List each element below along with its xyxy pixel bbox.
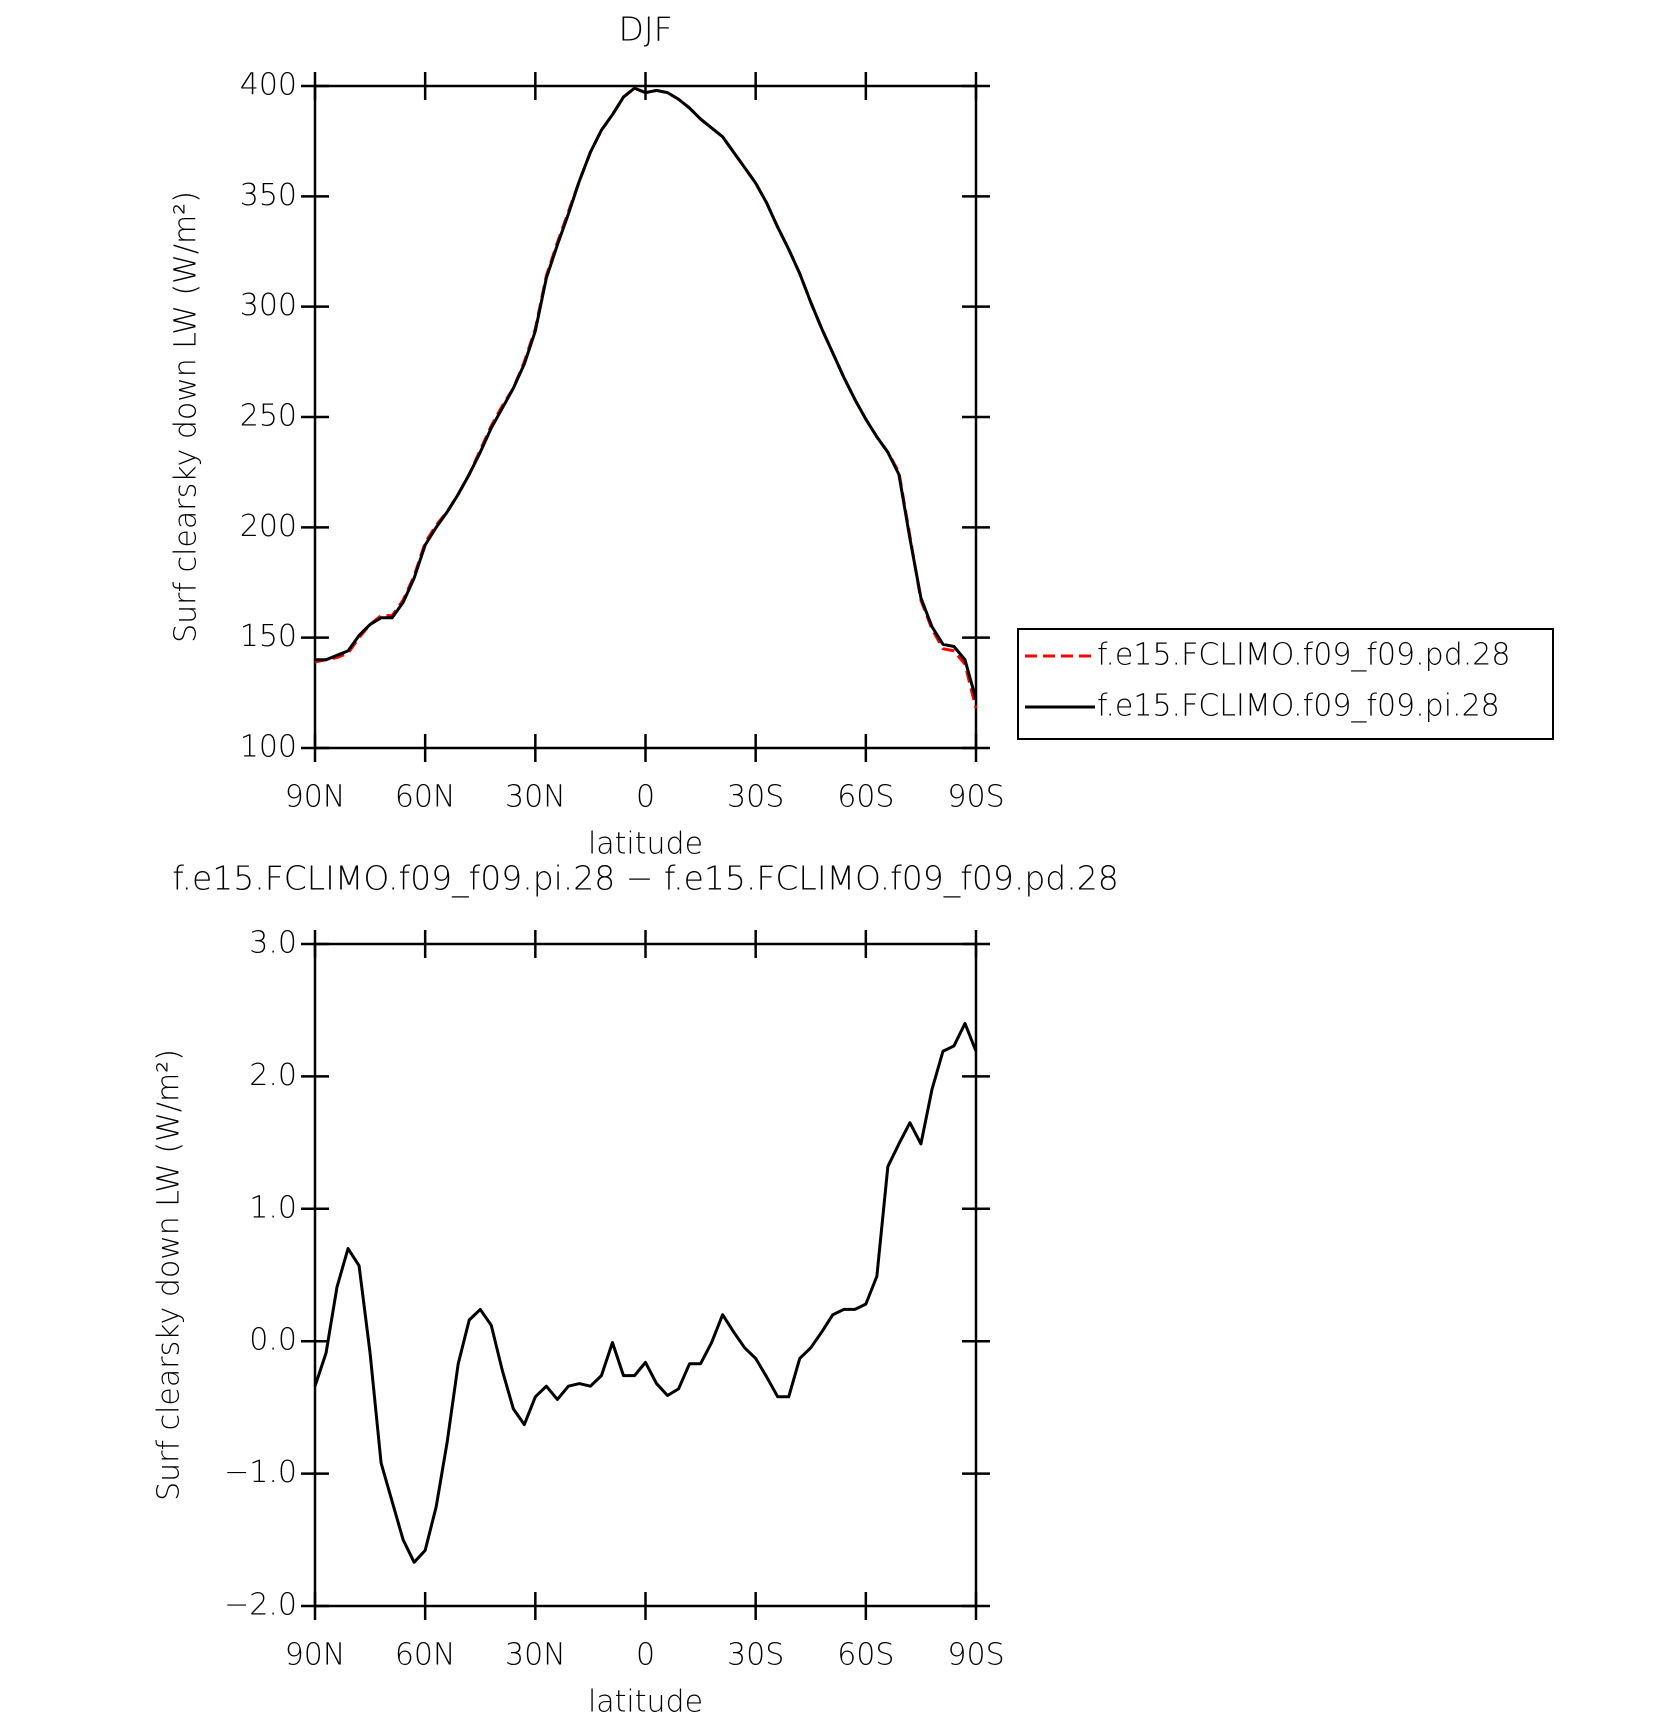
legend-label: f.e15.FCLIMO.f09_f09.pd.28	[1097, 638, 1510, 673]
x-tick-label: 90N	[285, 780, 346, 815]
y-axis-label: Surf clearsky down LW (W/m²)	[152, 1049, 187, 1501]
x-tick-label: 90S	[947, 1638, 1004, 1673]
y-tick-label: −2.0	[224, 1588, 297, 1623]
x-axis-label: latitude	[588, 1685, 703, 1719]
plot-frame	[313, 84, 978, 750]
x-tick-label: 90S	[947, 780, 1004, 815]
x-tick-label: 0	[636, 1638, 655, 1673]
y-tick-label: 400	[240, 68, 297, 103]
legend-label: f.e15.FCLIMO.f09_f09.pi.28	[1097, 689, 1500, 724]
y-tick-label: 200	[240, 509, 297, 544]
x-tick-label: 60N	[395, 780, 456, 815]
y-tick-label: 2.0	[249, 1058, 297, 1093]
series-line	[315, 86, 978, 700]
x-tick-label: 60S	[837, 780, 894, 815]
x-tick-label: 60S	[837, 1638, 894, 1673]
x-tick-label: 30N	[505, 780, 566, 815]
y-tick-label: 3.0	[249, 926, 297, 961]
chart-title: f.e15.FCLIMO.f09_f09.pi.28 − f.e15.FCLIM…	[172, 859, 1118, 899]
y-tick-label: 300	[240, 288, 297, 323]
series-line	[313, 1021, 978, 1564]
y-tick-label: 0.0	[249, 1323, 297, 1358]
x-tick-label: 30S	[727, 780, 784, 815]
x-tick-label: 90N	[285, 1638, 346, 1673]
x-tick-label: 60N	[395, 1638, 456, 1673]
y-tick-label: 100	[240, 730, 297, 765]
chart-title: DJF	[618, 10, 672, 49]
y-axis-label: Surf clearsky down LW (W/m²)	[169, 191, 204, 643]
series-line	[314, 86, 978, 709]
x-tick-label: 30S	[727, 1638, 784, 1673]
x-axis-label: latitude	[588, 827, 703, 862]
y-tick-label: 350	[240, 178, 297, 213]
y-tick-label: 1.0	[249, 1190, 297, 1225]
y-tick-label: 150	[240, 619, 297, 654]
x-tick-label: 30N	[505, 1638, 566, 1673]
y-tick-label: −1.0	[224, 1455, 297, 1490]
x-tick-label: 0	[636, 780, 655, 815]
y-tick-label: 250	[240, 399, 297, 434]
legend-box	[1017, 628, 1554, 740]
